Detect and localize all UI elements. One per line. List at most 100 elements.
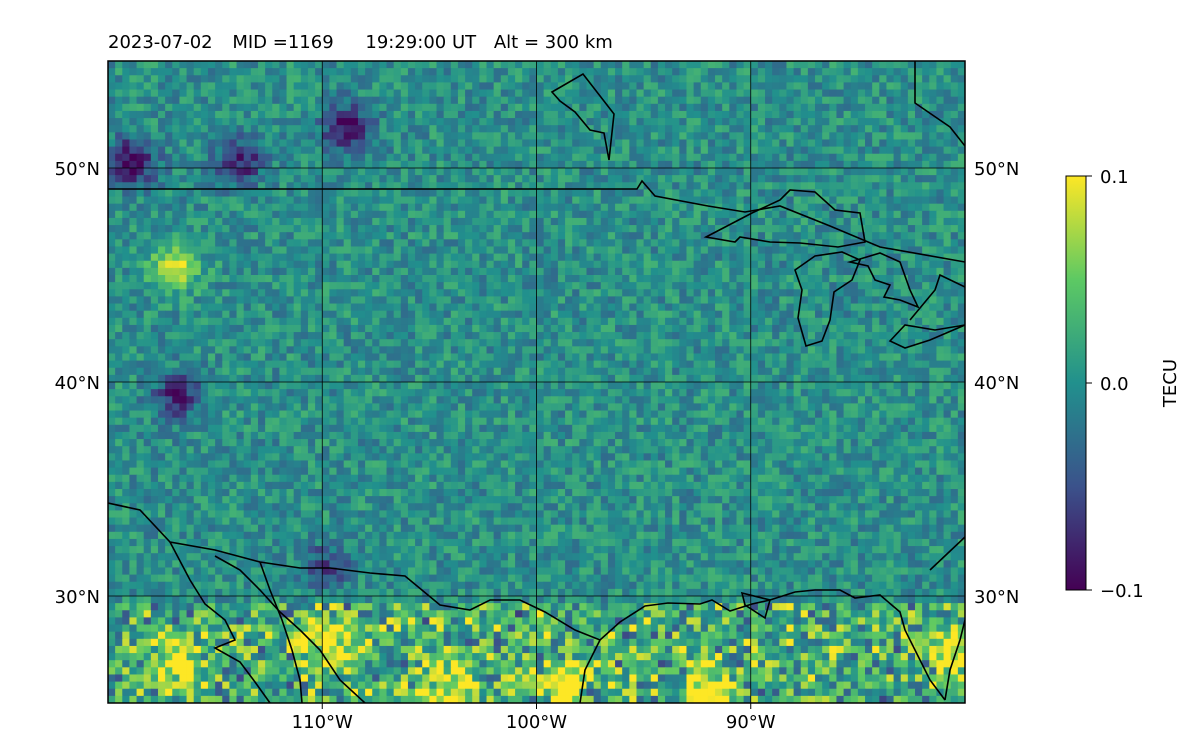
heatmap-cell [443,146,452,155]
heatmap-cell [729,346,738,355]
heatmap-cell [750,246,759,255]
heatmap-cell [700,96,709,105]
heatmap-cell [565,260,573,269]
heatmap-cell [779,146,788,155]
heatmap-cell [729,225,738,233]
heatmap-cell [522,103,530,112]
heatmap-cell [357,317,366,326]
heatmap-cell [500,196,509,205]
heatmap-cell [372,232,380,240]
heatmap-cell [550,110,559,119]
heatmap-cell [372,75,380,83]
heatmap-cell [643,346,652,355]
heatmap-cell [686,324,695,333]
heatmap-cell [836,96,845,105]
heatmap-cell [293,324,302,333]
heatmap-cell [479,339,488,347]
heatmap-cell [929,239,938,248]
heatmap-cell [472,310,480,319]
heatmap-cell [186,303,195,312]
heatmap-cell [615,260,623,269]
heatmap-cell [215,103,223,112]
heatmap-cell [729,324,738,333]
heatmap-cell [122,317,131,326]
heatmap-cell [615,89,623,98]
heatmap-cell [729,96,738,105]
heatmap-cell [243,217,252,226]
heatmap-cell [957,253,965,262]
heatmap-cell [400,82,409,91]
heatmap-cell [436,225,445,233]
heatmap-cell [957,82,965,91]
heatmap-cell [336,282,345,290]
heatmap-cell [936,232,945,240]
heatmap-cell [122,225,131,233]
heatmap-cell [829,225,838,233]
heatmap-cell [343,324,352,333]
heatmap-cell [800,89,809,98]
heatmap-cell [686,346,695,355]
heatmap-cell [772,339,780,347]
heatmap-cell [807,82,816,91]
heatmap-cell [393,282,402,290]
heatmap-cell [265,118,273,126]
heatmap-cell [750,339,759,347]
heatmap-cell [600,203,609,212]
heatmap-cell [950,182,959,190]
heatmap-cell [365,232,373,240]
heatmap-cell [550,339,559,347]
heatmap-cell [143,239,152,248]
heatmap-cell [365,189,373,198]
heatmap-cell [550,217,559,226]
heatmap-cell [272,353,280,362]
heatmap-cell [829,246,838,255]
heatmap-cell [600,232,609,240]
heatmap-cell [165,303,173,312]
heatmap-cell [900,289,909,297]
heatmap-cell [450,303,459,312]
heatmap-cell [165,346,173,355]
heatmap-cell [386,139,395,148]
heatmap-cell [843,75,852,83]
heatmap-cell [879,239,888,248]
heatmap-cell [393,118,402,126]
heatmap-cell [736,146,745,155]
heatmap-cell [629,267,638,276]
heatmap-cell [786,217,795,226]
heatmap-cell [572,275,580,283]
heatmap-cell [693,317,702,326]
heatmap-cell [722,332,730,340]
heatmap-cell [315,175,323,183]
heatmap-cell [450,189,459,198]
heatmap-cell [736,96,745,105]
heatmap-cell [329,160,338,169]
heatmap-cell [150,189,159,198]
heatmap-cell [915,103,923,112]
heatmap-cell [893,282,902,290]
heatmap-cell [786,89,795,98]
heatmap-cell [143,168,152,176]
heatmap-cell [743,125,752,133]
heatmap-cell [222,346,231,355]
heatmap-cell [636,125,645,133]
heatmap-cell [279,282,288,290]
heatmap-cell [557,339,566,347]
heatmap-cell [915,139,923,148]
heatmap-cell [800,267,809,276]
heatmap-cell [143,332,152,340]
heatmap-cell [622,317,630,326]
heatmap-cell [179,253,188,262]
heatmap-cell [186,146,195,155]
heatmap-cell [886,210,895,219]
heatmap-cell [686,160,695,169]
heatmap-cell [757,282,766,290]
heatmap-cell [736,125,745,133]
heatmap-cell [436,332,445,340]
heatmap-cell [579,203,588,212]
heatmap-cell [750,275,759,283]
heatmap-cell [365,68,373,76]
heatmap-cell [443,160,452,169]
heatmap-cell [336,217,345,226]
heatmap-cell [236,82,245,91]
heatmap-cell [136,296,145,305]
